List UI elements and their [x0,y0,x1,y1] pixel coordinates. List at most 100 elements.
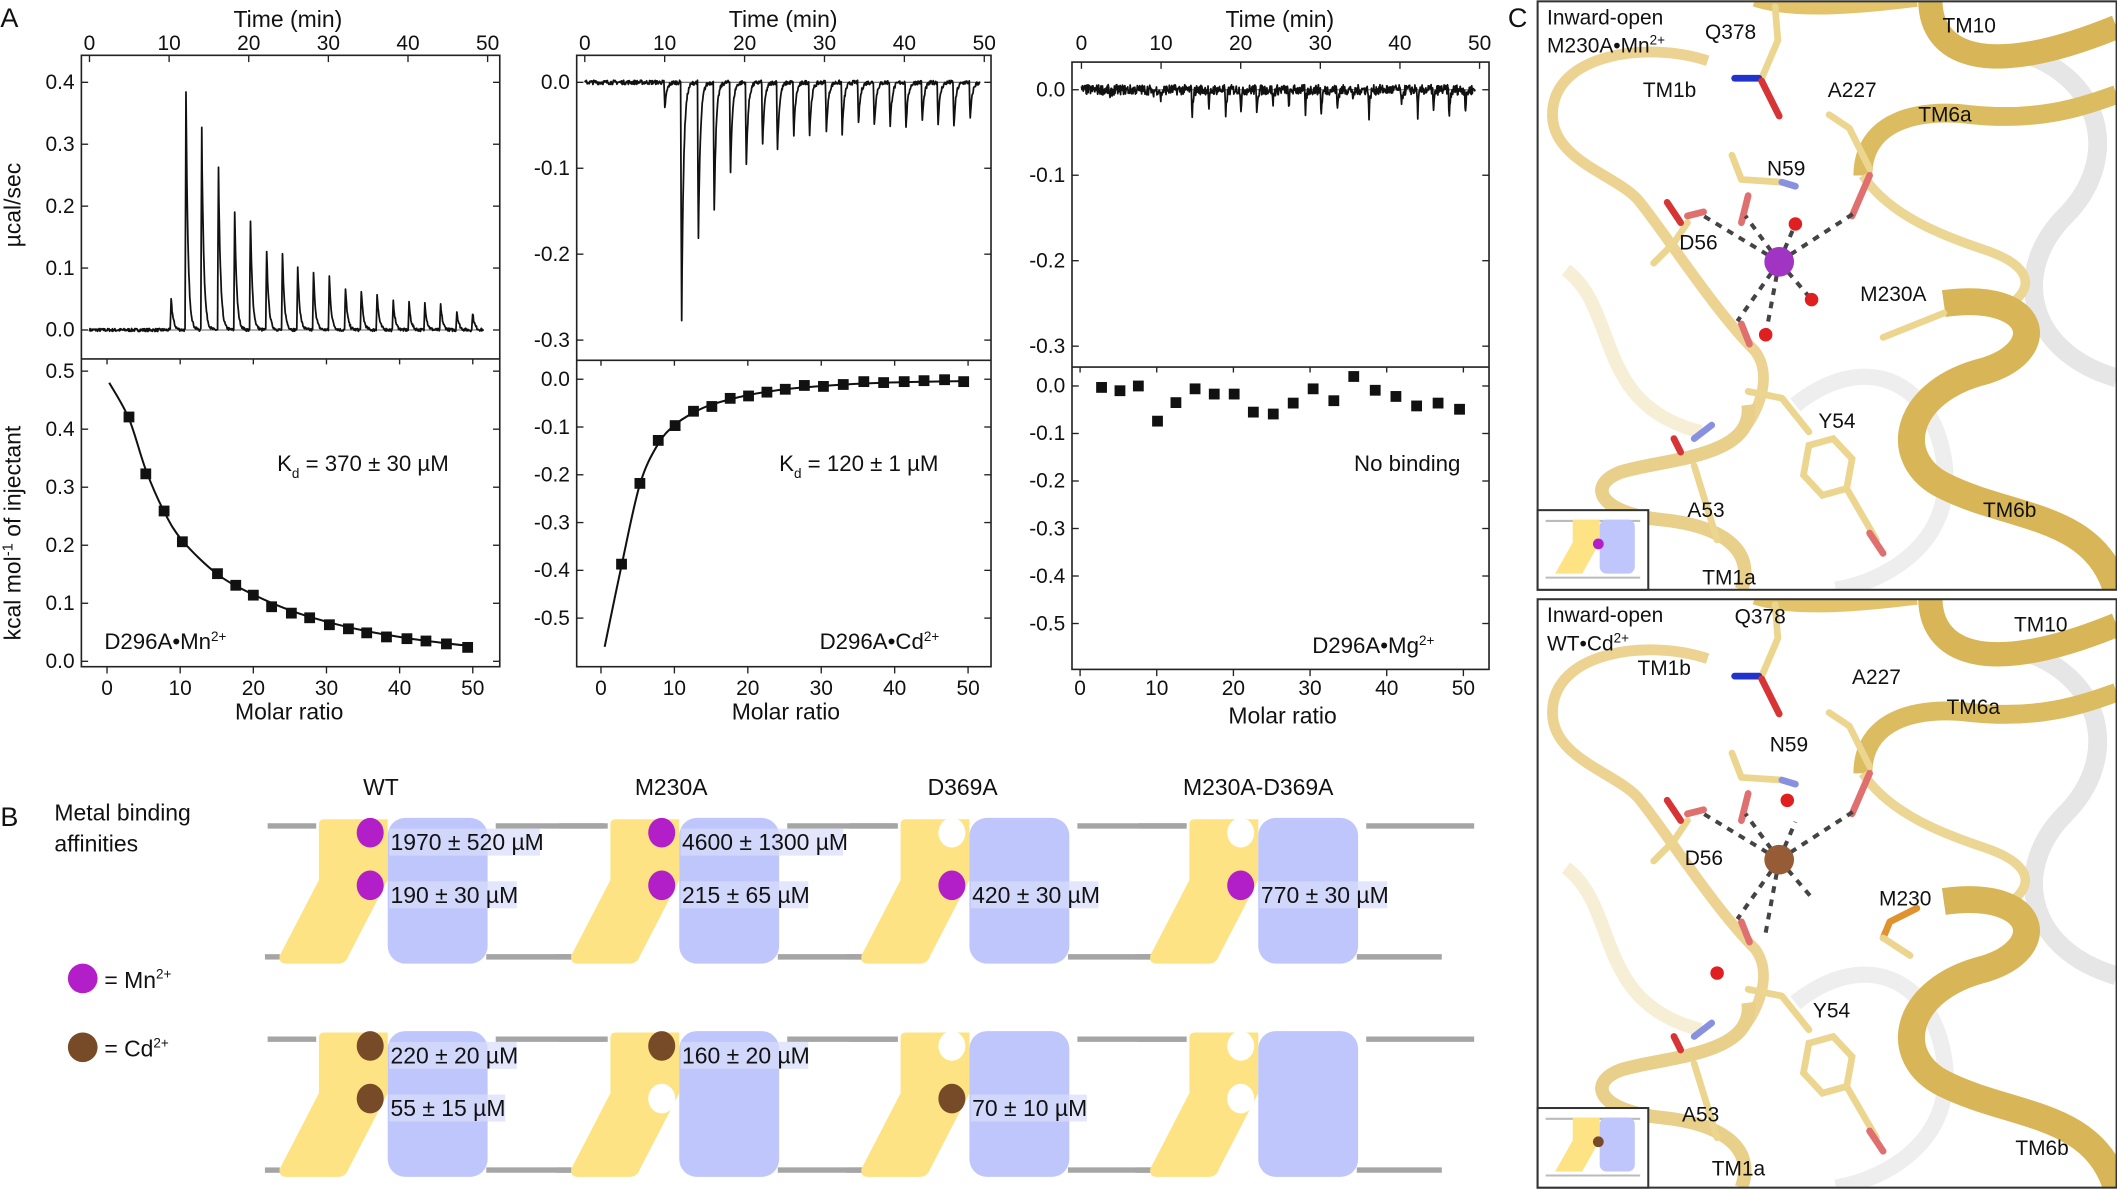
time-tick-label: 20 [733,32,756,55]
thermogram-y-tick-label: 0.0 [541,71,570,94]
residue-stick [1744,985,1813,1034]
molar-tick-label: 0 [101,677,113,700]
residue-stick [1758,77,1783,120]
time-tick-label: 30 [1309,32,1332,55]
isotherm-y-tick-label: -0.1 [1029,422,1065,445]
molar-tick-label: 20 [242,677,265,700]
legend-text: = Cd [104,1036,153,1062]
structure-title-text: M230A•Mn [1547,35,1650,58]
kd-highlight [389,1041,517,1069]
y-axis-title-isotherm: kcal mol-1 of injectant [0,425,26,640]
sample-label-cd: D296A•Cd2+ [820,629,940,654]
molar-tick-label: 30 [315,677,338,700]
y-axis-title-main: kcal mol [0,556,26,640]
inset-diagram [1536,1107,1650,1189]
isotherm-point [285,607,297,619]
binding-affinity-label: 4600 ± 1300 µM [682,829,848,855]
residue-stick [1778,178,1799,190]
isotherm-point [343,623,354,635]
binding-affinity-label: 55 ± 15 µM [390,1095,505,1121]
inset-scaffold-domain [1599,1117,1635,1172]
residue-label-tm6a: TM6a [1918,103,1972,126]
isotherm-y-tick-label: 0.0 [1036,375,1065,398]
molar-tick-label: 10 [663,677,686,700]
isotherm-point [266,601,278,613]
time-tick-label: 40 [1388,32,1411,55]
plot-frame [80,54,501,668]
isotherm-point [158,505,170,517]
kd-sub: d [292,466,300,481]
thermogram-y-tick-label: -0.1 [1029,164,1065,187]
isotherm-y-tick-label: -0.4 [1029,565,1065,588]
isotherm-y-tick-label: -0.5 [534,607,570,630]
coordination-bond [1743,214,1781,264]
time-tick-label: 50 [973,32,996,55]
residue-stick [1744,388,1813,436]
transporter-bundle-domain [861,1032,970,1177]
itc-chart-2: 0 10 20 30 40 50 0.0 -0.1 -0.2 -0.3 0 10 20 30 40 50 0.0… [534,32,996,700]
transporter-bundle-domain [1150,1032,1259,1177]
ghost-helix [1561,862,1703,1037]
structure-title-line2: WT•Cd2+ [1547,630,1629,655]
binding-site-upper-empty [938,1031,966,1061]
isotherm-point [652,434,664,446]
coordination-bond [1777,858,1814,899]
residue-label-y54: Y54 [1813,1000,1851,1023]
construct-mn-row: 1970 ± 520 µM 190 ± 30 µM [264,817,604,964]
thermogram-y-tick-label: 0.3 [46,133,75,156]
itc-chart-3: 0 10 20 30 40 50 0.0 -0.1 -0.2 -0.3 0 10 20 30 40 50 0.0… [1029,32,1491,700]
coordination-bond [1778,210,1858,264]
molar-tick-label: 0 [1074,677,1086,700]
fit-curve [603,380,964,647]
metal-ion [1764,246,1795,277]
isotherm-y-tick-label: 0.1 [46,592,75,615]
kd-value: = 370 ± 30 µM [299,451,448,476]
binding-site-upper-occupied [648,1031,676,1061]
legend-sup: 2+ [156,966,171,981]
residue-stick [1738,192,1752,227]
binding-affinity-label: 190 ± 30 µM [390,882,518,908]
kd-highlight [970,881,1099,909]
isotherm-point [858,376,870,388]
residue-label-tm1a: TM1a [1712,1158,1766,1181]
isotherm-point [1228,388,1240,400]
panel-b-title-line2: affinities [54,831,138,857]
tm1b-ribbon [1547,46,1769,436]
time-axis-title-2: Time (min) [729,6,838,32]
isotherm-point [441,638,452,650]
isotherm-point [1369,384,1381,396]
residue-stick [1848,769,1873,818]
residue-stick [1758,675,1783,718]
residue-label-d56: D56 [1679,232,1717,255]
sample-text: D296A•Mg [1312,633,1419,658]
structure-title-line2: M230A•Mn2+ [1547,33,1665,58]
construct-mn-row: 420 ± 30 µM [846,817,1186,964]
isotherm-point [1454,403,1465,415]
isotherm-point [176,536,188,548]
construct-m230a-d369a: M230A-D369A 770 ± 30 µM [1135,774,1475,1177]
legend-text: = Mn [104,967,156,993]
structure-title-line1: Inward-open [1547,604,1663,627]
transporter-scaffold-domain [1258,1031,1359,1177]
residue-label-q378: Q378 [1735,606,1786,629]
itc-chart-1: 0 10 20 30 40 50 0.0 0.1 0.2 0.3 0.4 0 10 20 30 40 50 0.0… [46,32,501,700]
binding-affinity-label: 160 ± 20 µM [682,1042,810,1068]
isotherm-point [878,377,890,388]
thermogram-trace [1080,83,1476,121]
coordination-bond [1735,858,1781,921]
isotherm-point [939,374,950,386]
binding-affinity-label: 420 ± 30 µM [972,882,1100,908]
residue-label-tm1a: TM1a [1702,566,1756,589]
molar-tick-label: 30 [810,677,833,700]
thermogram-y-tick-label: -0.2 [1029,249,1065,272]
residue-stick [1728,749,1786,784]
residue-label-tm6b: TM6b [2015,1137,2068,1160]
binding-site-lower-occupied [1227,870,1255,901]
inset-metal-ion [1592,1136,1604,1148]
coordination-bond [1777,260,1814,301]
isotherm-point [140,468,152,480]
thermogram-y-tick-label: 0.0 [46,319,75,342]
sample-sup: 2+ [211,629,226,644]
residue-stick [1663,796,1685,824]
panel-b-title-line1: Metal binding [54,800,190,826]
